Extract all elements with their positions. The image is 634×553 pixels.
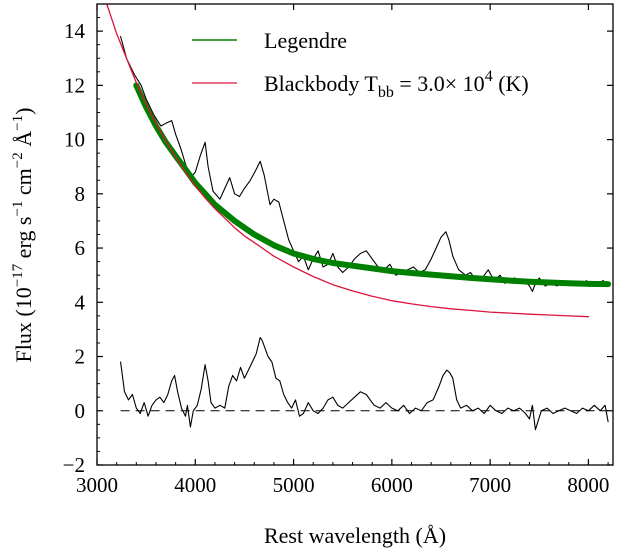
y-tick-label: −2 xyxy=(63,453,85,477)
series-line-residual xyxy=(120,336,609,431)
series-line-blackbody xyxy=(106,4,590,318)
legend-superscript: 4 xyxy=(485,68,493,85)
y-tick-label: 8 xyxy=(75,182,86,206)
series-layer xyxy=(106,4,612,431)
y-tick-label: 12 xyxy=(64,73,85,97)
x-tick-label: 8000 xyxy=(567,473,609,497)
y-tick-label: 14 xyxy=(64,19,86,43)
x-tick-label: 4000 xyxy=(174,473,216,497)
legend-subscript: bb xyxy=(378,84,394,101)
y-tick-label: 6 xyxy=(75,236,86,260)
y-tick-label: 4 xyxy=(75,290,86,314)
x-tick-label: 3000 xyxy=(76,473,118,497)
y-tick-label: 10 xyxy=(64,128,85,152)
series-line-legendre xyxy=(133,82,612,288)
legend-label-blackbody: Blackbody Tbb = 3.0× 104 (K) xyxy=(264,68,529,101)
x-axis-title: Rest wavelength (Å) xyxy=(264,523,446,548)
legend-label-legendre: Legendre xyxy=(264,28,347,53)
y-axis-title: Flux (10−17 erg s−1 cm−2 Å−1) xyxy=(10,108,36,363)
x-tick-label: 6000 xyxy=(371,473,413,497)
x-tick-label: 5000 xyxy=(273,473,315,497)
plot-frame xyxy=(96,3,614,466)
y-tick-label: 0 xyxy=(75,399,86,423)
y-tick-label: 2 xyxy=(75,345,86,369)
x-tick-label: 7000 xyxy=(469,473,511,497)
tick-layer: 3000 4000 5000 6000 7000 8000 −2 0 2 4 6 8 10 12 14 xyxy=(63,4,613,497)
legend: Legendre Blackbody Tbb = 3.0× 104 (K) xyxy=(192,28,529,101)
